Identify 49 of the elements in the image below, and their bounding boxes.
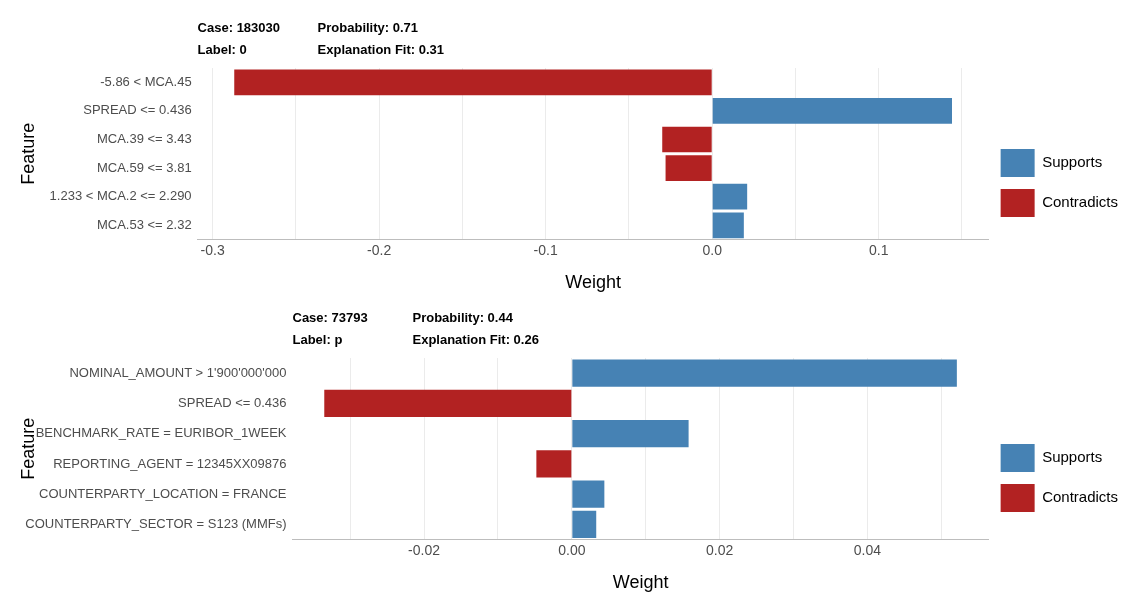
x-tick-label: -0.1 (533, 241, 558, 258)
y-tick-label: COUNTERPARTY_SECTOR = S123 (MMFs) (25, 516, 287, 532)
text: Probability: 0.44 (412, 310, 514, 325)
x-tick-label: -0.3 (200, 241, 225, 258)
bar (665, 155, 712, 181)
y-tick-label: 1.233 < MCA.2 <= 2.290 (49, 188, 192, 204)
bar (572, 480, 605, 508)
bar (572, 359, 957, 387)
bar (572, 420, 689, 448)
y-tick-label: COUNTERPARTY_LOCATION = FRANCE (39, 485, 287, 501)
x-tick-label: 0.0 (702, 241, 723, 258)
text: Case: 73793 (292, 310, 368, 325)
y-tick-label: REPORTING_AGENT = 12345XX09876 (53, 455, 287, 471)
bar (572, 510, 597, 539)
y-tick-label: MCA.39 <= 3.43 (96, 131, 192, 147)
legend-label: Supports (1042, 448, 1103, 466)
y-tick-label: MCA.53 <= 2.32 (96, 216, 192, 232)
bar (712, 98, 952, 124)
legend-label: Contradicts (1042, 193, 1119, 211)
x-tick-label: 0.04 (853, 541, 882, 558)
x-tick-label: -0.02 (408, 541, 441, 558)
legend-label: Contradicts (1042, 488, 1119, 506)
bar (712, 183, 748, 210)
text: Label: 0 (197, 42, 247, 57)
bar (234, 69, 712, 96)
bar (536, 450, 572, 478)
text: Case: 183030 (197, 20, 281, 35)
x-tick-label: 0.02 (706, 541, 734, 558)
y-tick-label: SPREAD <= 0.436 (83, 102, 192, 118)
x-tick-label: -0.2 (367, 241, 392, 258)
y-axis-title: Feature (17, 122, 38, 185)
bar (662, 126, 712, 153)
y-tick-label: MCA.59 <= 3.81 (96, 159, 192, 175)
bar (324, 389, 572, 418)
x-axis-title: Weight (565, 272, 621, 293)
x-tick-label: 0.00 (558, 541, 586, 558)
text: Explanation Fit: 0.31 (317, 42, 445, 57)
x-tick-label: 0.1 (868, 241, 889, 258)
y-tick-label: -5.86 < MCA.45 (100, 73, 192, 89)
y-tick-label: NOMINAL_AMOUNT > 1'900'000'000 (69, 364, 287, 380)
y-axis-title: Feature (17, 417, 38, 480)
x-axis-title: Weight (612, 572, 669, 593)
bar (712, 212, 744, 239)
y-tick-label: BENCHMARK_RATE = EURIBOR_1WEEK (35, 425, 287, 441)
text: Probability: 0.71 (317, 20, 419, 35)
text: Explanation Fit: 0.26 (412, 332, 539, 347)
y-tick-label: SPREAD <= 0.436 (178, 394, 287, 410)
legend-label: Supports (1042, 153, 1103, 171)
text: Label: p (292, 332, 343, 347)
